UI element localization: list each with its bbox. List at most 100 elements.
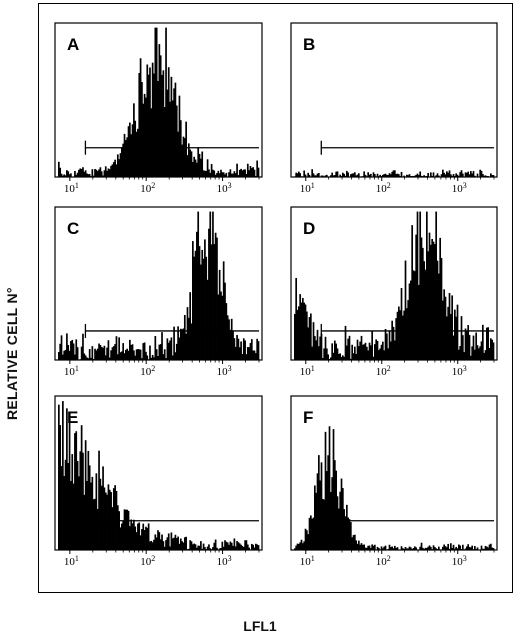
- panel-e-bar: [209, 548, 212, 550]
- panel-d-bar: [366, 346, 368, 360]
- panel-b-bar: [454, 175, 456, 177]
- x-axis-label: LFL1: [243, 618, 277, 634]
- panel-d-bar: [447, 306, 450, 360]
- panel-c-bar: [216, 237, 218, 360]
- panel-a-bar: [157, 81, 159, 177]
- panel-a-bar: [111, 164, 114, 177]
- panel-a-bar: [230, 173, 233, 177]
- figure-frame: [38, 3, 513, 593]
- panel-e-bar: [204, 547, 206, 550]
- panel-c-bar: [210, 244, 213, 360]
- panel-c-bar: [138, 349, 141, 360]
- panel-a-bar: [64, 175, 67, 177]
- panel-c-bar: [67, 345, 70, 360]
- panel-d-bar: [432, 241, 435, 360]
- panel-e-bar: [131, 523, 134, 550]
- panel-c-bar: [123, 353, 126, 360]
- panel-d-bar: [478, 348, 480, 360]
- panel-c-bar: [221, 295, 224, 360]
- panel-d-bar: [312, 322, 315, 360]
- panel-b-bar: [442, 169, 444, 177]
- panel-c-bar: [187, 317, 190, 360]
- panel-b-bar: [452, 174, 455, 177]
- panel-c-bar: [99, 345, 102, 360]
- panel-b-bar: [427, 173, 430, 177]
- panel-d-bar: [436, 260, 439, 360]
- panel-e-bar: [123, 509, 126, 550]
- panel-b-bar: [334, 175, 336, 177]
- panel-a-bar: [116, 154, 119, 177]
- panel-d-bar: [408, 283, 411, 360]
- panel-e-bar: [70, 480, 72, 550]
- panel-c-bar: [234, 346, 237, 360]
- panel-c-bar: [170, 337, 173, 360]
- panel-f-bar: [435, 548, 438, 550]
- panel-a-bar: [205, 170, 208, 177]
- panel-f-bar: [355, 540, 358, 550]
- panel-e-bar: [170, 532, 173, 550]
- panel-f-bar: [462, 544, 464, 550]
- panel-e-bar: [174, 534, 177, 550]
- panel-a-bar: [254, 176, 257, 177]
- panel-a-bar: [166, 89, 169, 177]
- panel-b: 101 102 103 B: [290, 22, 498, 195]
- panel-a-bar: [75, 174, 78, 177]
- panel-e-bar: [111, 507, 114, 550]
- panel-e-bar: [125, 509, 127, 550]
- panel-d-bar: [440, 258, 443, 360]
- panel-d-bar: [452, 335, 455, 360]
- panel-a-bar: [245, 173, 248, 177]
- panel-e-bar: [155, 537, 158, 550]
- panel-d-bar: [431, 238, 434, 360]
- panel-f-bar: [467, 544, 470, 550]
- panel-a-bar: [171, 100, 174, 177]
- panel-a-bar: [161, 74, 163, 177]
- panel-a-bar: [106, 170, 108, 177]
- panel-a-bar: [92, 175, 95, 177]
- panel-d-bar: [356, 339, 359, 360]
- panel-d-bar: [482, 324, 484, 360]
- panel-a-bar: [178, 95, 181, 177]
- panel-d-bar: [451, 295, 454, 360]
- panel-a-bar: [234, 173, 237, 177]
- panel-a-bar: [96, 171, 99, 177]
- panel-f-bar: [403, 548, 406, 550]
- panel-a-bar: [82, 167, 84, 177]
- panel-f-bar: [430, 546, 432, 550]
- panel-d-bar: [347, 338, 350, 360]
- panel-a-bar: [114, 159, 116, 177]
- panel-c-bar: [106, 347, 108, 360]
- panel-a-bar: [206, 159, 209, 177]
- panel-f-bar: [308, 517, 311, 550]
- panel-d-tick-label: 102: [376, 364, 391, 378]
- panel-c-tick-label: 101: [64, 364, 79, 378]
- panel-f-bar: [383, 546, 386, 550]
- panel-a-bar: [198, 153, 201, 177]
- panel-d-bar: [371, 331, 374, 360]
- panel-f-bar: [315, 492, 318, 550]
- panel-f-bar: [407, 548, 410, 550]
- panel-a-bar: [133, 103, 135, 177]
- panel-c-bar: [83, 353, 86, 360]
- panel-a-bar: [204, 170, 206, 177]
- panel-a-bar: [63, 174, 66, 177]
- panel-d-bar: [443, 289, 446, 360]
- panel-f-bar: [434, 547, 436, 550]
- panel-a-bar: [86, 173, 88, 177]
- panel-d-bar: [460, 316, 463, 360]
- panel-d-histogram: [294, 211, 495, 360]
- panel-c-bar: [137, 349, 139, 360]
- panel-f-bar: [322, 498, 324, 550]
- panel-f-bar: [323, 499, 326, 550]
- panel-d-bar: [358, 346, 360, 360]
- panel-c-bar: [70, 341, 72, 360]
- panel-b-bar: [336, 171, 339, 177]
- panel-c-bar: [147, 359, 150, 360]
- panel-d-bar: [375, 339, 378, 360]
- panel-c-bar: [173, 326, 175, 360]
- panel-f-bar: [460, 549, 463, 550]
- panel-b-bar: [476, 173, 479, 177]
- panel-d-bar: [307, 327, 310, 360]
- panel-e-bar: [221, 541, 224, 550]
- panel-d-bar: [391, 320, 394, 360]
